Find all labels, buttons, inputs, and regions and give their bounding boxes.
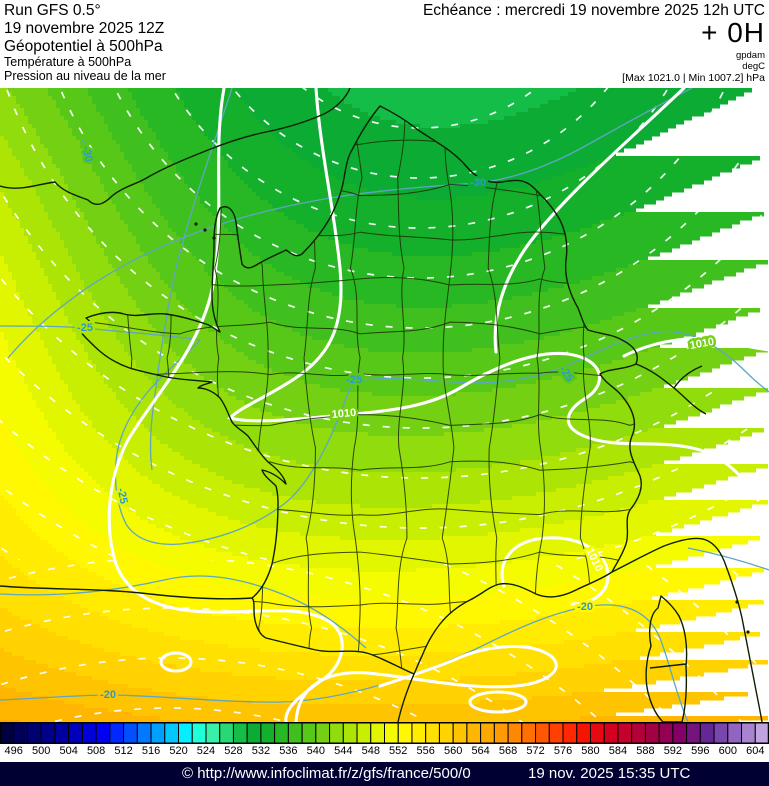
forecast-step: + 0H [701, 17, 765, 48]
geopotential-shading [0, 88, 768, 722]
header: Run GFS 0.5° 19 novembre 2025 12Z Géopot… [0, 0, 769, 88]
scale-value: 576 [553, 745, 573, 757]
scale-value: 508 [86, 745, 106, 757]
pressure-contours [107, 88, 769, 722]
minmax-pressure: [Max 1021.0 | Min 1007.2] hPa [622, 72, 765, 84]
scale-value: 548 [361, 745, 380, 757]
scale-value: 556 [416, 745, 435, 757]
svg-text:-25: -25 [77, 322, 93, 334]
generation-timestamp: 19 nov. 2025 15:35 UTC [528, 765, 691, 782]
scale-value: 588 [636, 745, 655, 757]
valid-time: Echéance : mercredi 19 novembre 2025 12h… [422, 2, 765, 19]
scale-value: 504 [59, 745, 78, 757]
scale-value: 552 [389, 745, 408, 757]
svg-text:-25: -25 [346, 374, 362, 386]
scale-value: 512 [114, 745, 133, 757]
scale-value: 536 [279, 745, 298, 757]
scale-value: 604 [746, 745, 765, 757]
footer: © http://www.infoclimat.fr/z/gfs/france/… [0, 762, 769, 786]
france-coastline [79, 105, 642, 675]
scale-value: 500 [32, 745, 51, 757]
coastlines [0, 88, 763, 722]
color-scale-bar [0, 722, 769, 744]
svg-text:1010: 1010 [331, 407, 356, 421]
scale-value: 496 [4, 745, 23, 757]
dashed-contours-north [0, 88, 769, 560]
scale-value: 580 [581, 745, 600, 757]
scale-value: 524 [196, 745, 216, 757]
scale-value: 596 [691, 745, 710, 757]
scale-value: 568 [498, 745, 518, 757]
scale-value: 564 [471, 745, 490, 757]
scale-value: 600 [718, 745, 737, 757]
scale-value: 532 [251, 745, 271, 757]
scale-value: 560 [443, 745, 463, 757]
param-geopotential: Géopotentiel à 500hPa [4, 38, 163, 55]
run-title: Run GFS 0.5° [4, 2, 101, 19]
param-pressure: Pression au niveau de la mer [4, 69, 166, 83]
svg-text:-20: -20 [100, 689, 116, 701]
scale-value: 516 [141, 745, 161, 757]
svg-text:-20: -20 [577, 601, 593, 613]
scale-value: 584 [608, 745, 628, 757]
scale-value: 544 [334, 745, 353, 757]
scale-value: 528 [224, 745, 243, 757]
param-temperature: Température à 500hPa [4, 55, 132, 69]
scale-value: 592 [663, 745, 683, 757]
source-url: © http://www.infoclimat.fr/z/gfs/france/… [182, 765, 471, 782]
color-scale-values: 496 500 504 508 512 516 520 524 528 532 536 540 544 5… [0, 744, 769, 762]
unit-gpdam: gpdam [735, 50, 765, 61]
svg-text:-30: -30 [470, 177, 486, 189]
unit-degc: degC [742, 61, 765, 72]
scale-value: 520 [169, 745, 188, 757]
run-date: 19 novembre 2025 12Z [4, 20, 165, 37]
scale-value: 540 [306, 745, 325, 757]
scale-value: 572 [526, 745, 545, 757]
svg-text:-30: -30 [80, 145, 95, 163]
